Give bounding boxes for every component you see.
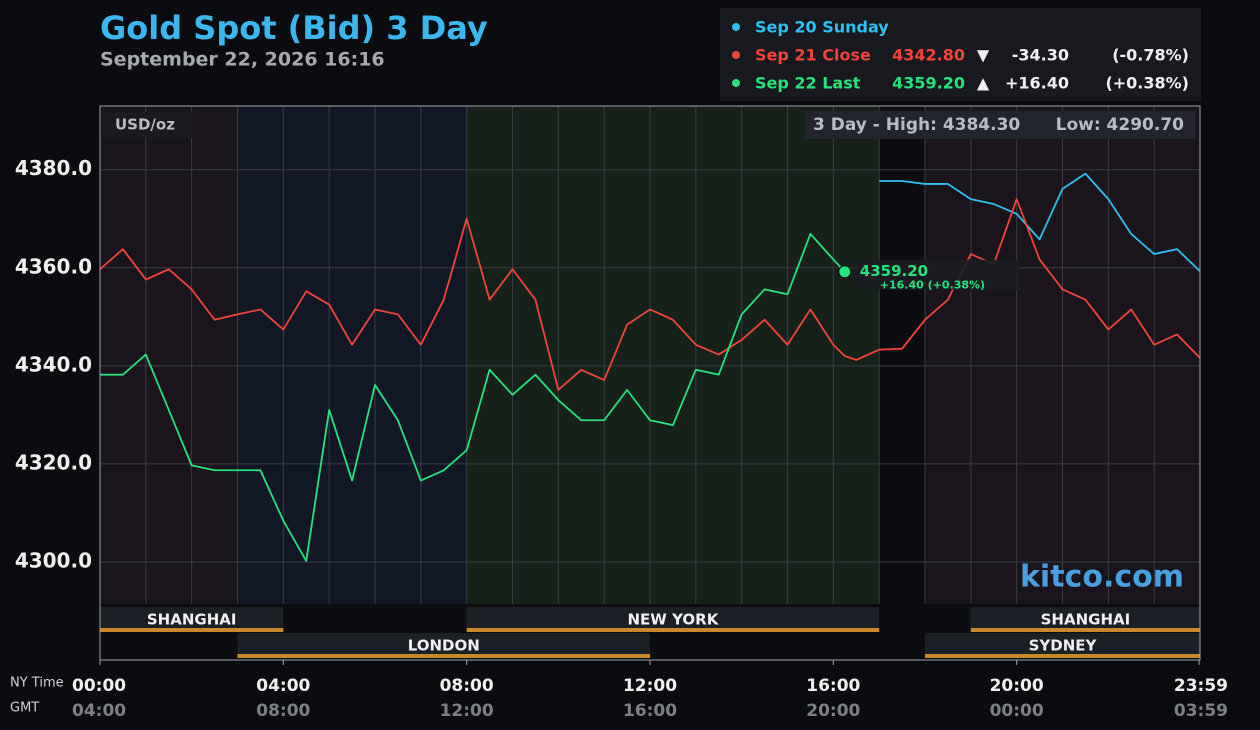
- chart-title: Gold Spot (Bid) 3 Day: [100, 9, 488, 47]
- session-bg: [925, 633, 1200, 655]
- session-bg: [100, 607, 284, 629]
- x-tick-label: 16:00: [806, 676, 860, 696]
- session-label: NEW YORK: [628, 611, 720, 629]
- shade: [100, 106, 237, 604]
- gmt-tick-label: 04:00: [72, 701, 126, 721]
- session-bg: [970, 607, 1200, 629]
- legend-price: 4359.20: [892, 74, 965, 93]
- legend-arrow: ▼: [977, 46, 990, 65]
- y-tick-label: 4320.0: [15, 450, 92, 474]
- legend-box: [720, 8, 1201, 101]
- y-tick-label: 4300.0: [15, 548, 92, 572]
- unit-box: [103, 112, 193, 138]
- low-label: Low: 4290.70: [1056, 115, 1185, 135]
- y-tick-label: 4340.0: [15, 352, 92, 376]
- session-bar: [970, 628, 1200, 632]
- x-tick-label: 20:00: [990, 676, 1044, 696]
- gmt-tick-label: 08:00: [256, 701, 310, 721]
- series-line: [100, 233, 846, 562]
- gmt-tick-label: 16:00: [623, 701, 677, 721]
- session-bar: [466, 628, 880, 632]
- series-line: [99, 198, 1201, 391]
- shade: [237, 106, 467, 604]
- legend-pct: (-0.78%): [1112, 46, 1189, 65]
- watermark: kitco.com: [1020, 560, 1184, 595]
- legend-change: +16.40: [1005, 74, 1069, 93]
- legend-dot: [732, 51, 740, 59]
- session-label: SYDNEY: [1029, 637, 1098, 655]
- y-tick-label: 4360.0: [15, 254, 92, 278]
- x-tick-label: 08:00: [440, 676, 494, 696]
- gmt-tick-label: 03:59: [1174, 701, 1228, 721]
- gmt-tick-label: 12:00: [440, 701, 494, 721]
- session-bg: [237, 633, 650, 655]
- legend-price: 4342.80: [892, 46, 965, 65]
- legend-dot: [732, 23, 740, 31]
- session-label: SHANGHAI: [147, 611, 237, 629]
- session-label: LONDON: [408, 637, 480, 655]
- last-dot: [838, 265, 852, 279]
- x-tick-label: 00:00: [72, 676, 126, 696]
- legend-arrow: ▲: [977, 74, 990, 93]
- last-price: 4359.20: [860, 262, 928, 280]
- session-bar: [100, 628, 284, 632]
- legend-dot: [732, 79, 740, 87]
- gmt-tick-label: 20:00: [806, 701, 860, 721]
- high-label: 3 Day - High: 4384.30: [813, 115, 1020, 135]
- x-tick-label: 04:00: [256, 676, 310, 696]
- unit-label: USD/oz: [115, 116, 175, 134]
- last-change: +16.40 (+0.38%): [880, 279, 985, 292]
- session-bar: [237, 654, 650, 658]
- legend-change: -34.30: [1012, 46, 1069, 65]
- legend-name: Sep 21 Close: [755, 46, 871, 65]
- x-tick-label: 12:00: [623, 676, 677, 696]
- x-tick-label: 23:59: [1174, 676, 1228, 696]
- session-bg: [466, 607, 880, 629]
- series-line: [879, 172, 1201, 272]
- x2-axis-label: GMT: [10, 701, 39, 716]
- x-axis-label: NY Time: [10, 676, 64, 691]
- legend-pct: (+0.38%): [1105, 74, 1189, 93]
- shade: [879, 106, 925, 604]
- stats-box: [806, 111, 1196, 139]
- y-tick-label: 4380.0: [15, 156, 92, 180]
- session-bar: [925, 654, 1200, 658]
- last-box: [854, 259, 1020, 290]
- chart-subtitle: September 22, 2026 16:16: [100, 49, 385, 71]
- legend-name: Sep 20 Sunday: [755, 18, 889, 37]
- session-label: SHANGHAI: [1041, 611, 1131, 629]
- legend-name: Sep 22 Last: [755, 74, 861, 93]
- gmt-tick-label: 00:00: [990, 701, 1044, 721]
- shade: [467, 106, 879, 604]
